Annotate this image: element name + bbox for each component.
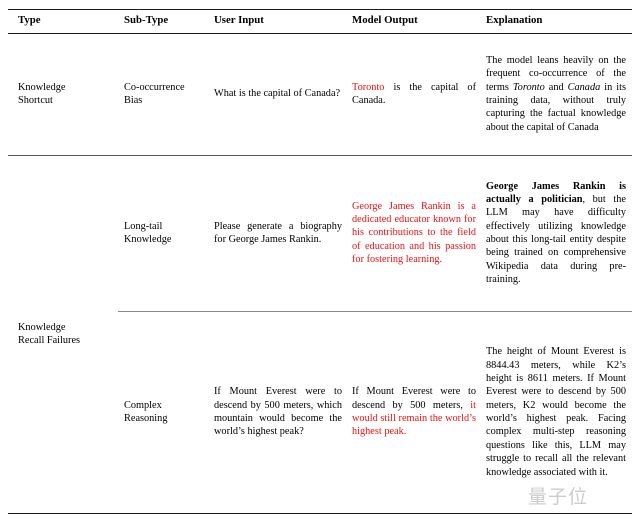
column-header-user-input-label: User Input xyxy=(214,13,264,26)
subtype-line2: Bias xyxy=(124,95,143,106)
explanation-bold-claim: George James Rankin is actually a politi… xyxy=(486,180,626,205)
subtype-line1: Complex xyxy=(124,399,162,411)
subtype-line1: Co-occurrence xyxy=(124,81,185,93)
table-body: Knowledge Shortcut Co-occurrence Bias Wh… xyxy=(8,33,632,513)
table-bottom-rule xyxy=(8,513,632,514)
explanation-cell: George James Rankin is actually a politi… xyxy=(482,155,632,311)
model-output-cell: Toronto is the capital of Canada. xyxy=(348,33,482,155)
group-label-knowledge-recall-failures: Knowledge Recall Failures xyxy=(8,155,115,513)
comparison-table: Type Sub-Type User Input Model Output Ex… xyxy=(8,0,632,513)
explanation-part3: in its training data, without truly capt… xyxy=(486,81,627,133)
user-input-text: If Mount Everest were to descend by 500 … xyxy=(214,386,342,438)
table-row: Knowledge Shortcut Co-occurrence Bias Wh… xyxy=(8,33,632,155)
model-output-text: is the capital of Canada. xyxy=(352,81,476,106)
user-input-text: Please generate a biography for George J… xyxy=(214,220,342,245)
user-input-text: What is the capital of Canada? xyxy=(214,88,341,100)
column-header-model-output-label: Model Output xyxy=(352,13,418,26)
table-group-rule xyxy=(8,155,632,156)
explanation-cell: The model leans heavily on the frequent … xyxy=(482,33,632,155)
user-input-cell: What is the capital of Canada? xyxy=(210,33,348,155)
explanation-cell: The height of Mount Everest is 8844.43 m… xyxy=(482,311,632,513)
column-header-type-label: Type xyxy=(18,13,41,26)
column-header-explanation-label: Explanation xyxy=(486,13,543,26)
explanation-italic-canada: Canada xyxy=(567,81,601,93)
table-row: Complex Reasoning If Mount Everest were … xyxy=(8,311,632,513)
header-row: Type Sub-Type User Input Model Output Ex… xyxy=(8,0,632,33)
subtype-line2: Reasoning xyxy=(124,413,168,424)
table-row: Knowledge Recall Failures Long-tail Know… xyxy=(8,155,632,347)
table-header: Type Sub-Type User Input Model Output Ex… xyxy=(8,0,632,33)
column-header-subtype-label: Sub-Type xyxy=(124,13,169,26)
table-inner-rule xyxy=(118,311,632,312)
subtype-line2: Knowledge xyxy=(124,234,172,245)
column-header-type: Type xyxy=(8,0,115,33)
explanation-text: , but the LLM may have difficulty effect… xyxy=(486,193,626,286)
model-output-cell: George James Rankin is a dedicated educa… xyxy=(348,155,482,311)
user-input-cell: Please generate a biography for George J… xyxy=(210,155,348,311)
group-label-line2: Recall Failures xyxy=(18,335,81,346)
model-output-highlight: Toronto xyxy=(352,81,385,93)
column-header-model-output: Model Output xyxy=(348,0,482,33)
subtype-co-occurrence-bias: Co-occurrence Bias xyxy=(115,33,210,155)
explanation-italic-toronto: Toronto xyxy=(512,81,545,93)
user-input-cell: If Mount Everest were to descend by 500 … xyxy=(210,311,348,513)
model-output-highlight: it would still remain the world’s highes… xyxy=(352,399,476,438)
column-header-subtype: Sub-Type xyxy=(115,0,210,33)
model-output-cell: If Mount Everest were to descend by 500 … xyxy=(348,311,482,513)
subtype-line1: Long-tail xyxy=(124,220,163,232)
model-output-highlight: George James Rankin is a dedicated educa… xyxy=(352,200,476,266)
group-label-line2: Shortcut xyxy=(18,95,53,106)
column-header-user-input: User Input xyxy=(210,0,348,33)
table-header-rule xyxy=(8,33,632,34)
group-label-line1: Knowledge xyxy=(18,321,66,333)
explanation-text: The height of Mount Everest is 8844.43 m… xyxy=(486,346,626,478)
column-header-explanation: Explanation xyxy=(482,0,632,33)
model-output-text: If Mount Everest were to descend by 500 … xyxy=(352,386,476,411)
subtype-complex-reasoning: Complex Reasoning xyxy=(115,311,210,513)
group-label-knowledge-shortcut: Knowledge Shortcut xyxy=(8,33,115,155)
explanation-part2: and xyxy=(544,81,568,93)
group-label-line1: Knowledge xyxy=(18,81,66,93)
table-top-rule xyxy=(8,9,632,10)
explanation-part1: The model leans heavily on the frequent … xyxy=(486,54,626,93)
subtype-long-tail-knowledge: Long-tail Knowledge xyxy=(115,155,210,311)
